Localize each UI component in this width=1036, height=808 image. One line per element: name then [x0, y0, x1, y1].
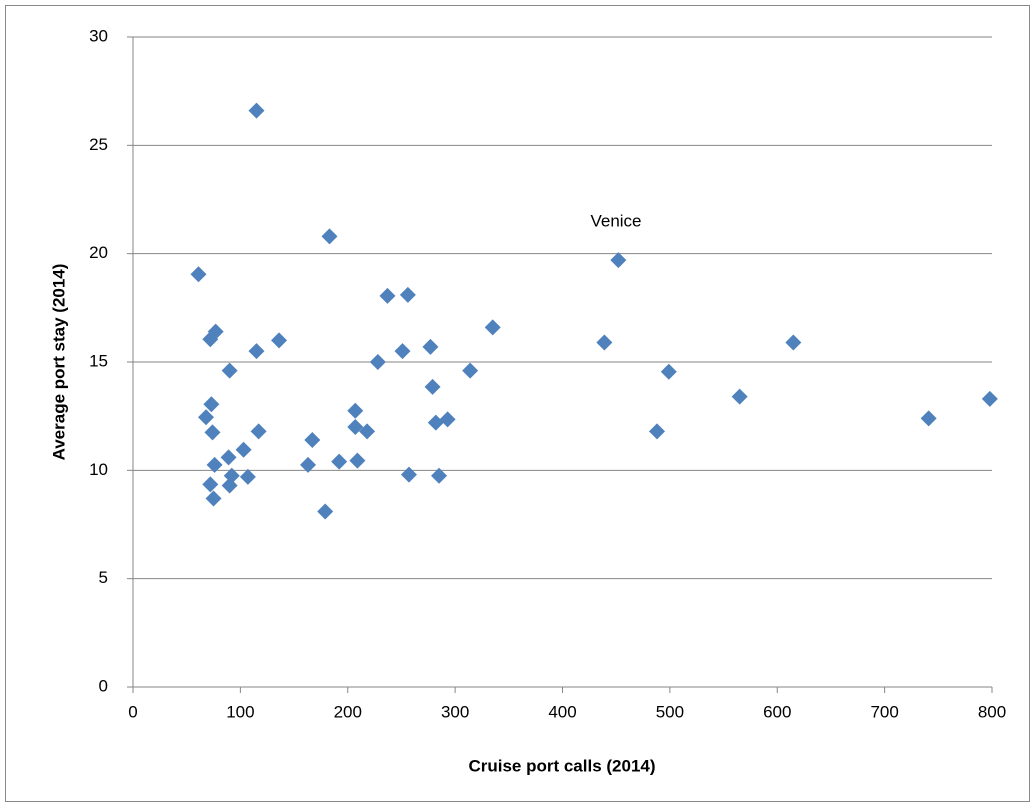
- point: [198, 409, 215, 426]
- x-tick-label: 600: [763, 702, 791, 721]
- point: [300, 456, 317, 473]
- annotation: Venice: [590, 211, 641, 230]
- y-axis-title: Average port stay (2014): [49, 264, 68, 461]
- point: [359, 423, 376, 440]
- y-tick-label: 15: [89, 351, 108, 370]
- point: [484, 319, 501, 336]
- point: [920, 410, 937, 427]
- point: [271, 332, 288, 349]
- point: [660, 363, 677, 380]
- point: [202, 476, 219, 493]
- point: [248, 343, 265, 360]
- point: [239, 468, 256, 485]
- point: [304, 432, 321, 448]
- point: [431, 467, 448, 484]
- point: [981, 390, 998, 407]
- point: [399, 286, 416, 303]
- point: [202, 331, 219, 348]
- point: [394, 343, 411, 360]
- point: [424, 378, 441, 395]
- point: [347, 419, 364, 435]
- point: [422, 338, 439, 355]
- x-tick-label: 700: [870, 702, 898, 721]
- point: [317, 503, 334, 520]
- point: [220, 449, 237, 466]
- point: [427, 414, 444, 431]
- y-tick-label: 30: [89, 26, 108, 45]
- x-tick-label: 800: [978, 702, 1006, 721]
- y-tick-label: 25: [89, 135, 108, 154]
- y-tick-label: 0: [99, 676, 108, 695]
- point: [731, 388, 748, 405]
- point: [347, 402, 364, 419]
- point: [206, 456, 223, 473]
- point: [205, 490, 222, 507]
- y-tick-label: 5: [99, 568, 108, 587]
- point: [235, 441, 252, 458]
- point: [250, 423, 267, 440]
- point: [400, 466, 417, 483]
- point: [331, 453, 348, 470]
- x-tick-label: 400: [548, 702, 576, 721]
- x-tick-label: 0: [128, 702, 137, 721]
- point: [648, 423, 665, 440]
- point: [369, 354, 386, 370]
- x-axis-title: Cruise port calls (2014): [468, 756, 655, 775]
- y-tick-label: 10: [89, 460, 108, 479]
- point: [610, 252, 627, 269]
- point: [221, 362, 238, 379]
- point: [248, 102, 265, 119]
- point: [321, 228, 338, 245]
- point: [462, 362, 479, 379]
- x-tick-label: 500: [656, 702, 684, 721]
- point: [204, 424, 221, 441]
- point: [596, 334, 613, 351]
- point: [379, 287, 396, 304]
- point: [785, 334, 802, 351]
- x-tick-label: 200: [334, 702, 362, 721]
- point: [190, 266, 207, 283]
- point: [439, 411, 456, 428]
- y-tick-label: 20: [89, 243, 108, 262]
- point: [203, 396, 220, 413]
- point: [349, 452, 366, 469]
- x-tick-label: 100: [226, 702, 254, 721]
- chart-border: [5, 5, 1030, 802]
- x-tick-label: 300: [441, 702, 469, 721]
- point: [221, 477, 238, 494]
